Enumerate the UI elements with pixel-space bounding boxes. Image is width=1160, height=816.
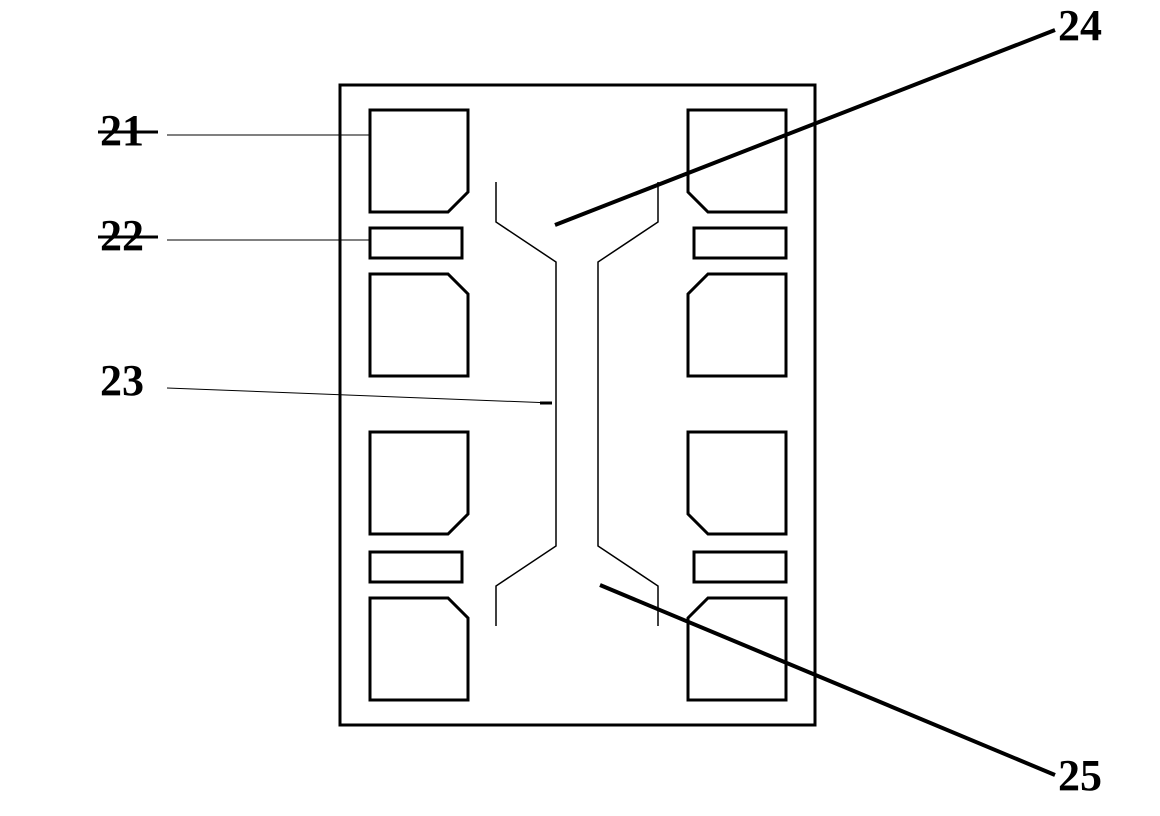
leader-l23 — [167, 388, 552, 403]
big-pad-MR_bot — [688, 432, 786, 534]
leader-l24 — [555, 30, 1055, 225]
label-24: 24 — [1058, 1, 1102, 50]
label-25: 25 — [1058, 751, 1102, 800]
small-pad-BR — [694, 552, 786, 582]
big-pad-TL — [370, 110, 468, 212]
diagram-canvas: 2122232425 — [0, 0, 1160, 816]
outer-frame — [340, 85, 815, 725]
big-pad-MR_top — [688, 274, 786, 376]
big-pad-BL — [370, 598, 468, 700]
leader-l25 — [600, 585, 1055, 775]
small-pad-TR — [694, 228, 786, 258]
big-pad-ML_bot — [370, 432, 468, 534]
big-pad-TR — [688, 110, 786, 212]
small-pad-TL — [370, 228, 462, 258]
center-outline-right — [598, 182, 658, 626]
label-23: 23 — [100, 356, 144, 405]
big-pad-ML_top — [370, 274, 468, 376]
big-pad-BR — [688, 598, 786, 700]
small-pad-BL — [370, 552, 462, 582]
